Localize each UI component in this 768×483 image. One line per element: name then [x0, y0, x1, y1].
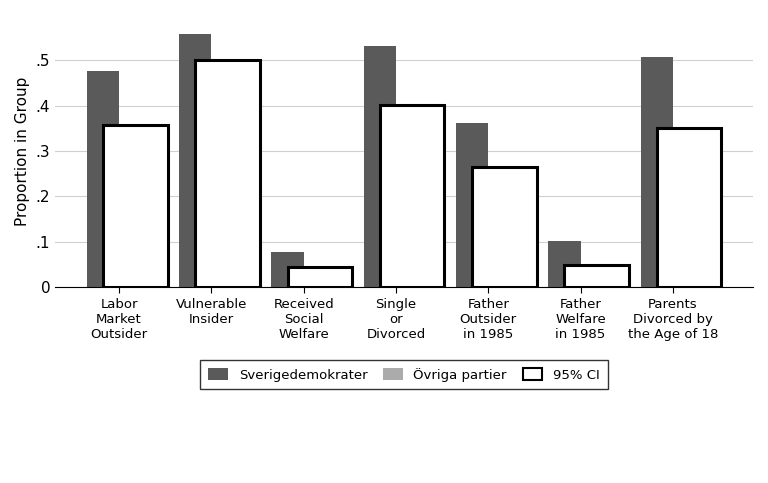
Bar — [211, 151, 243, 287]
Bar — [103, 125, 167, 287]
Bar — [195, 60, 260, 287]
Bar — [488, 171, 521, 287]
Y-axis label: Proportion in Group: Proportion in Group — [15, 76, 30, 226]
Bar — [396, 165, 429, 287]
Bar — [456, 123, 488, 287]
Bar — [179, 34, 211, 287]
Bar — [657, 128, 721, 287]
Bar — [380, 105, 445, 287]
Bar — [548, 242, 581, 287]
Bar — [472, 167, 537, 287]
Bar — [641, 57, 673, 287]
Bar — [581, 274, 613, 287]
Bar — [303, 267, 336, 287]
Bar — [87, 71, 119, 287]
Bar — [119, 197, 151, 287]
Bar — [363, 46, 396, 287]
Bar — [271, 252, 303, 287]
Bar — [673, 151, 705, 287]
Bar — [287, 267, 352, 287]
Legend: Sverigedemokrater, Övriga partier, 95% CI: Sverigedemokrater, Övriga partier, 95% C… — [200, 360, 607, 389]
Bar — [564, 265, 629, 287]
